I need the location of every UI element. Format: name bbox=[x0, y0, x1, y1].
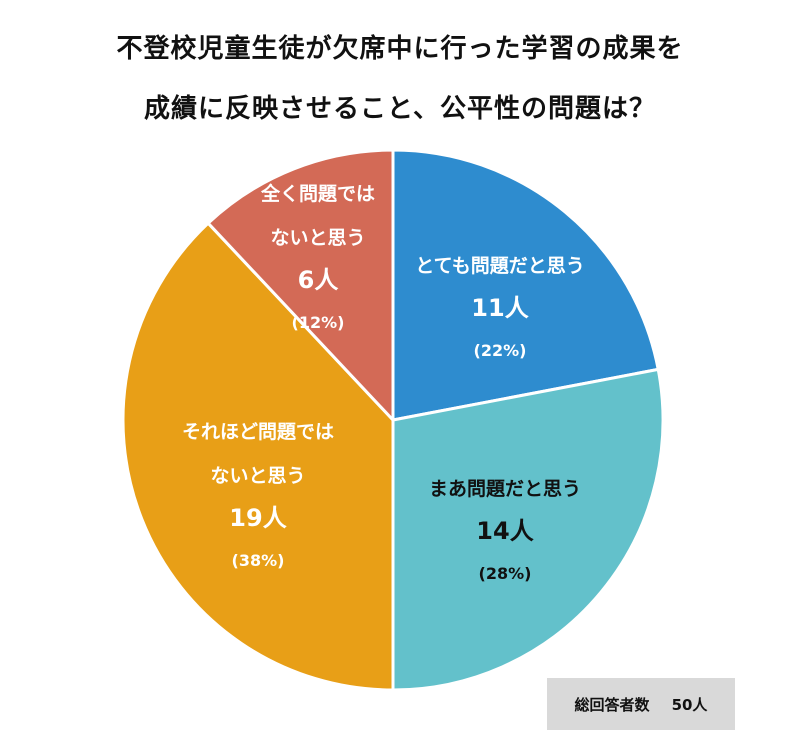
slice-count-label: 11人 bbox=[471, 294, 528, 322]
pie-slice bbox=[206, 148, 395, 424]
slice-label: 全く問題では bbox=[260, 182, 375, 205]
slice-label: ないと思う bbox=[210, 465, 305, 487]
total-respondents-label: 総回答者数 bbox=[574, 695, 650, 714]
slice-label: とても問題だと思う bbox=[415, 255, 584, 277]
pie-slice bbox=[391, 367, 665, 692]
chart-title-line-2: 成績に反映させること、公平性の問題は？ bbox=[144, 94, 656, 124]
slice-count-label: 14人 bbox=[476, 517, 533, 545]
pie-slice bbox=[121, 221, 395, 692]
chart-title-line-1: 不登校児童生徒が欠席中に行った学習の成果を bbox=[116, 34, 684, 64]
slice-percent-label: (22%) bbox=[474, 341, 527, 360]
slice-label: まあ問題だと思う bbox=[429, 478, 581, 500]
slice-percent-label: (12%) bbox=[292, 313, 345, 332]
slice-label: ないと思う bbox=[270, 227, 365, 249]
total-respondents-box: 総回答者数 50人 bbox=[547, 678, 735, 730]
slice-percent-label: (38%) bbox=[232, 551, 285, 570]
pie-slice bbox=[391, 148, 660, 422]
slice-count-label: 19人 bbox=[229, 504, 286, 532]
total-respondents-value: 50人 bbox=[671, 695, 708, 714]
slice-percent-label: (28%) bbox=[479, 564, 532, 583]
slice-label: それほど問題では bbox=[182, 421, 334, 443]
slice-count-label: 6人 bbox=[298, 266, 339, 294]
